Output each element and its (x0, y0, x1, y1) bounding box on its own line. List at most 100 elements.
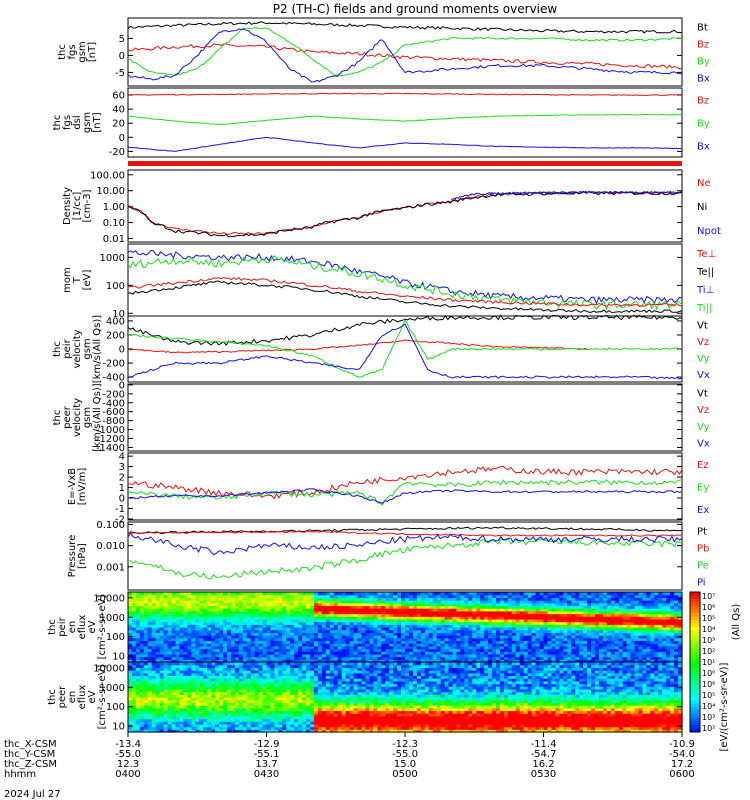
heatmap-cell (203, 713, 208, 717)
heatmap-cell (670, 600, 675, 604)
heatmap-cell (131, 691, 137, 695)
heatmap-cell (226, 662, 232, 666)
heatmap-cell (547, 608, 553, 612)
heatmap-cell (555, 594, 560, 598)
heatmap-cell (147, 683, 153, 687)
heatmap-cell (646, 645, 651, 650)
heatmap-cell (507, 592, 513, 596)
heatmap-cell (234, 672, 240, 677)
heatmap-cell (393, 653, 398, 658)
heatmap-cell (183, 600, 188, 604)
heatmap-cell (270, 723, 276, 728)
heatmap-cell (242, 705, 248, 709)
heatmap-cell (246, 672, 252, 677)
heatmap-cell (199, 721, 204, 725)
heatmap-cell (191, 624, 196, 628)
heatmap-cell (472, 629, 477, 633)
heatmap-cell (321, 624, 327, 628)
heatmap-cell (207, 605, 212, 609)
heatmap-cell (401, 616, 406, 620)
heatmap-cell (444, 602, 450, 607)
heatmap-cell (254, 683, 260, 687)
heatmap-cell (290, 678, 295, 682)
heatmap-cell (282, 632, 287, 636)
heatmap-cell (369, 624, 374, 628)
y-axis-label: [mV/m] (77, 468, 88, 506)
heatmap-cell (306, 648, 311, 652)
heatmap-cell (535, 618, 541, 623)
heatmap-cell (626, 643, 632, 647)
heatmap-cell (333, 629, 339, 633)
heatmap-cell (294, 729, 299, 733)
heatmap-cell (262, 707, 268, 712)
heatmap-cell (519, 640, 525, 644)
heatmap-cell (630, 597, 636, 601)
heatmap-cell (310, 645, 315, 650)
heatmap-cell (357, 605, 363, 609)
heatmap-cell (349, 621, 355, 625)
heatmap-cell (175, 672, 181, 677)
heatmap-cell (361, 602, 367, 607)
heatmap-cell (547, 594, 553, 598)
heatmap-cell (199, 723, 204, 728)
heatmap-cell (480, 610, 485, 615)
heatmap-cell (147, 697, 153, 701)
heatmap-cell (151, 688, 157, 693)
heatmap-cell (602, 637, 608, 642)
heatmap-cell (579, 600, 584, 604)
heatmap-cell (302, 605, 307, 609)
series-Ni (127, 191, 683, 238)
heatmap-cell (337, 659, 343, 663)
heatmap-cell (262, 594, 268, 598)
heatmap-cell (535, 610, 541, 615)
heatmap-cell (614, 600, 620, 604)
heatmap-cell (369, 643, 374, 647)
heatmap-cell (317, 597, 323, 601)
heatmap-cell (484, 629, 489, 633)
heatmap-cell (226, 605, 232, 609)
heatmap-cell (143, 705, 149, 709)
heatmap-cell (199, 656, 204, 660)
heatmap-cell (313, 602, 319, 607)
heatmap-cell (135, 613, 141, 617)
heatmap-cell (610, 602, 616, 607)
heatmap-cell (377, 653, 382, 658)
heatmap-cell (456, 632, 461, 636)
heatmap-cell (159, 597, 165, 601)
heatmap-cell (151, 672, 157, 677)
heatmap-cell (187, 715, 192, 720)
heatmap-cell (238, 597, 244, 601)
heatmap-cell (175, 648, 181, 652)
heatmap-cell (484, 637, 489, 642)
heatmap-cell (278, 713, 283, 717)
heatmap-cell (361, 643, 367, 647)
heatmap-cell (139, 627, 145, 631)
heatmap-cell (258, 608, 264, 612)
heatmap-cell (499, 605, 505, 609)
heatmap-cell (337, 613, 343, 617)
heatmap-cell (646, 616, 651, 620)
heatmap-cell (286, 713, 291, 717)
heatmap-cell (678, 605, 683, 609)
heatmap-cell (155, 699, 161, 703)
heatmap-cell (191, 640, 196, 644)
heatmap-cell (151, 718, 157, 722)
heatmap-cell (187, 729, 192, 733)
heatmap-cell (254, 713, 260, 717)
heatmap-cell (317, 640, 323, 644)
heatmap-cell (171, 618, 177, 623)
heatmap-cell (361, 648, 367, 652)
heatmap-cell (258, 721, 264, 725)
heatmap-cell (159, 594, 165, 598)
heatmap-cell (254, 705, 260, 709)
heatmap-cell (191, 729, 196, 733)
heatmap-cell (226, 672, 232, 677)
heatmap-cell (230, 629, 236, 633)
heatmap-cell (219, 699, 224, 703)
heatmap-cell (175, 694, 181, 698)
heatmap-cell (171, 667, 177, 671)
heatmap-cell (175, 691, 181, 695)
heatmap-cell (151, 670, 157, 674)
heatmap-cell (634, 616, 640, 620)
heatmap-cell (472, 659, 477, 663)
